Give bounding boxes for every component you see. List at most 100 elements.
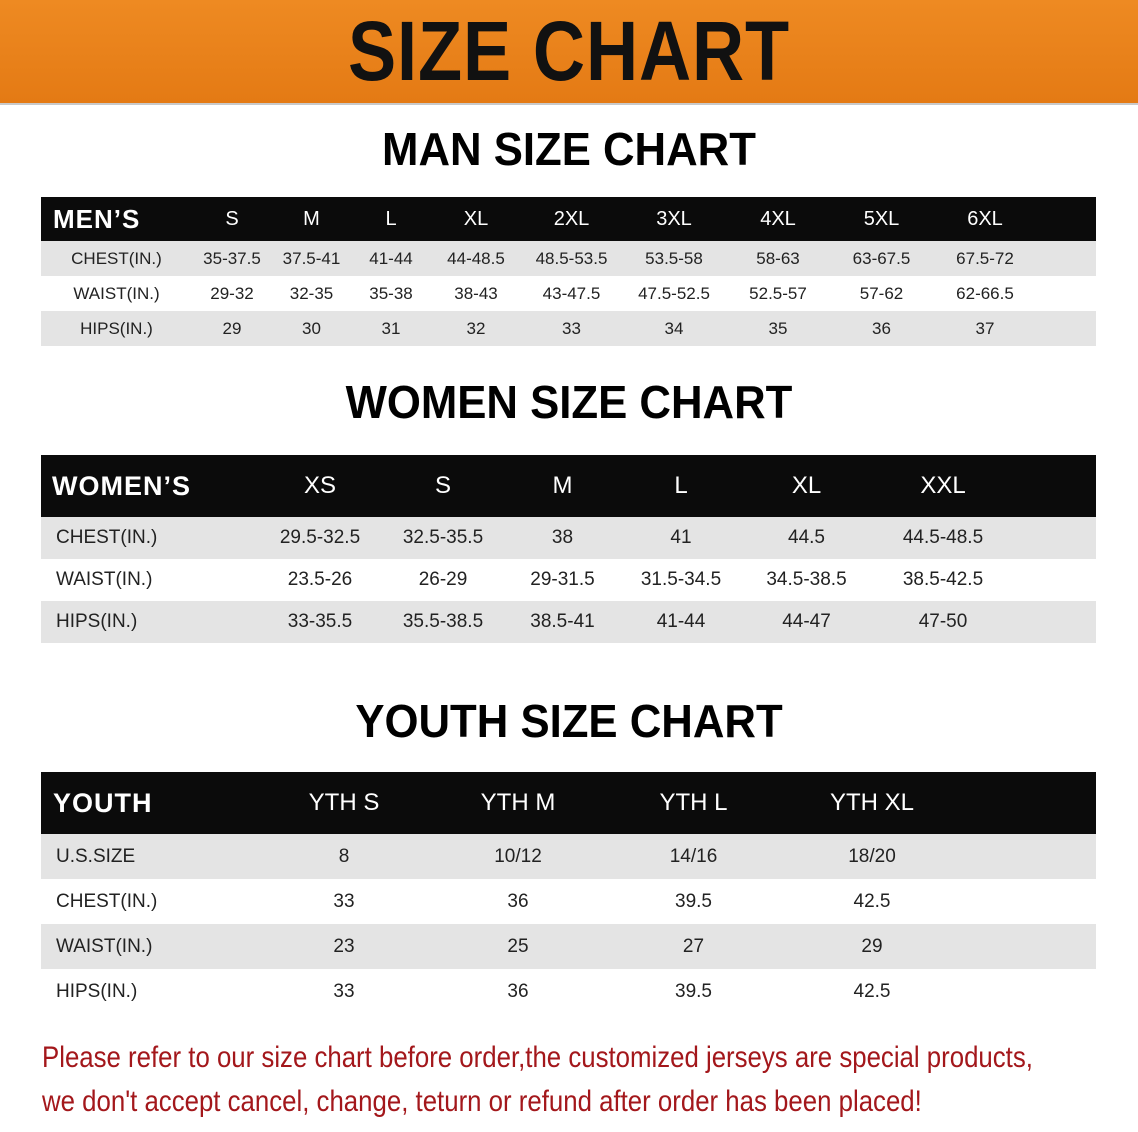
measurement-cell: 38 [504, 517, 621, 559]
row-label: WAIST(IN.) [41, 276, 192, 311]
measurement-cell: 29-31.5 [504, 559, 621, 601]
table-row: CHEST(IN.) 33 36 39.5 42.5 [41, 879, 1096, 924]
table-row: CHEST(IN.) 29.5-32.5 32.5-35.5 38 41 44.5 44.5… [41, 517, 1096, 559]
empty-cell [1014, 601, 1096, 643]
measurement-cell: 8 [257, 834, 431, 879]
measurement-cell: 39.5 [605, 879, 782, 924]
measurement-cell: 57-62 [830, 276, 933, 311]
measurement-cell: 30 [272, 311, 351, 346]
header-row: WOMEN’S XS S M L XL XXL [41, 455, 1096, 517]
title-banner: SIZE CHART [0, 0, 1138, 105]
measurement-cell: 35-37.5 [192, 241, 272, 276]
measurement-cell: 42.5 [782, 969, 962, 1014]
measurement-cell: 23 [257, 924, 431, 969]
table-row: WAIST(IN.) 23.5-26 26-29 29-31.5 31.5-34.5 34… [41, 559, 1096, 601]
men-size-table: MEN’S S M L XL 2XL 3XL 4XL 5XL 6XL CHEST(IN.) 35-37… [41, 197, 1096, 346]
measurement-cell: 23.5-26 [258, 559, 382, 601]
measurement-cell: 29.5-32.5 [258, 517, 382, 559]
youth-heading: YOUTH SIZE CHART [355, 695, 783, 747]
measurement-cell: 27 [605, 924, 782, 969]
measurement-cell: 36 [431, 969, 605, 1014]
row-label: HIPS(IN.) [41, 601, 258, 643]
row-label: YOUTH [41, 772, 257, 834]
measurement-cell: 44.5 [741, 517, 872, 559]
size-header: XS [258, 455, 382, 517]
women-size-table: WOMEN’S XS S M L XL XXL CHEST(IN.) 29.5-32.5 32.5… [41, 455, 1096, 643]
measurement-cell: 37 [933, 311, 1037, 346]
size-header: 2XL [521, 197, 622, 241]
measurement-cell: 26-29 [382, 559, 504, 601]
size-header: S [382, 455, 504, 517]
row-label: WAIST(IN.) [41, 559, 258, 601]
men-heading: MAN SIZE CHART [382, 123, 756, 175]
row-label: CHEST(IN.) [41, 517, 258, 559]
youth-size-table: YOUTH YTH S YTH M YTH L YTH XL U.S.SIZE 8 10/12… [41, 772, 1096, 1014]
row-label: U.S.SIZE [41, 834, 257, 879]
measurement-cell: 35-38 [351, 276, 431, 311]
empty-cell [1014, 517, 1096, 559]
size-header: 4XL [726, 197, 830, 241]
measurement-cell: 32.5-35.5 [382, 517, 504, 559]
order-notice: Please refer to our size chart before or… [42, 1036, 1033, 1124]
header-row: YOUTH YTH S YTH M YTH L YTH XL [41, 772, 1096, 834]
measurement-cell: 44-47 [741, 601, 872, 643]
size-header: XL [741, 455, 872, 517]
measurement-cell: 44-48.5 [431, 241, 521, 276]
empty-cell [962, 879, 1096, 924]
measurement-cell: 18/20 [782, 834, 962, 879]
measurement-cell: 33 [521, 311, 622, 346]
measurement-cell: 41-44 [621, 601, 741, 643]
row-label: WOMEN’S [41, 455, 258, 517]
measurement-cell: 52.5-57 [726, 276, 830, 311]
table-row: WAIST(IN.) 23 25 27 29 [41, 924, 1096, 969]
measurement-cell: 14/16 [605, 834, 782, 879]
empty-cell [1037, 311, 1096, 346]
measurement-cell: 67.5-72 [933, 241, 1037, 276]
measurement-cell: 53.5-58 [622, 241, 726, 276]
size-header: YTH M [431, 772, 605, 834]
measurement-cell: 39.5 [605, 969, 782, 1014]
size-header: 3XL [622, 197, 726, 241]
empty-cell [1014, 455, 1096, 517]
size-header: 6XL [933, 197, 1037, 241]
measurement-cell: 29-32 [192, 276, 272, 311]
empty-cell [962, 772, 1096, 834]
measurement-cell: 44.5-48.5 [872, 517, 1014, 559]
measurement-cell: 35.5-38.5 [382, 601, 504, 643]
header-row: MEN’S S M L XL 2XL 3XL 4XL 5XL 6XL [41, 197, 1096, 241]
measurement-cell: 42.5 [782, 879, 962, 924]
empty-cell [1037, 241, 1096, 276]
measurement-cell: 10/12 [431, 834, 605, 879]
measurement-cell: 31 [351, 311, 431, 346]
row-label: MEN’S [41, 197, 192, 241]
table-row: U.S.SIZE 8 10/12 14/16 18/20 [41, 834, 1096, 879]
empty-cell [1037, 276, 1096, 311]
empty-cell [962, 834, 1096, 879]
table-row: HIPS(IN.) 33-35.5 35.5-38.5 38.5-41 41-44 44-… [41, 601, 1096, 643]
size-header: 5XL [830, 197, 933, 241]
women-heading: WOMEN SIZE CHART [345, 376, 793, 428]
size-header: XXL [872, 455, 1014, 517]
measurement-cell: 48.5-53.5 [521, 241, 622, 276]
measurement-cell: 41 [621, 517, 741, 559]
row-label: CHEST(IN.) [41, 879, 257, 924]
table-row: HIPS(IN.) 33 36 39.5 42.5 [41, 969, 1096, 1014]
measurement-cell: 47-50 [872, 601, 1014, 643]
measurement-cell: 47.5-52.5 [622, 276, 726, 311]
measurement-cell: 38.5-42.5 [872, 559, 1014, 601]
measurement-cell: 29 [192, 311, 272, 346]
size-header: XL [431, 197, 521, 241]
empty-cell [1014, 559, 1096, 601]
measurement-cell: 34 [622, 311, 726, 346]
measurement-cell: 33 [257, 969, 431, 1014]
measurement-cell: 31.5-34.5 [621, 559, 741, 601]
measurement-cell: 36 [431, 879, 605, 924]
table-row: WAIST(IN.) 29-32 32-35 35-38 38-43 43-47.5 47.… [41, 276, 1096, 311]
size-header: YTH S [257, 772, 431, 834]
size-header: YTH XL [782, 772, 962, 834]
measurement-cell: 38-43 [431, 276, 521, 311]
row-label: WAIST(IN.) [41, 924, 257, 969]
size-header: S [192, 197, 272, 241]
size-header: L [621, 455, 741, 517]
empty-cell [1037, 197, 1096, 241]
